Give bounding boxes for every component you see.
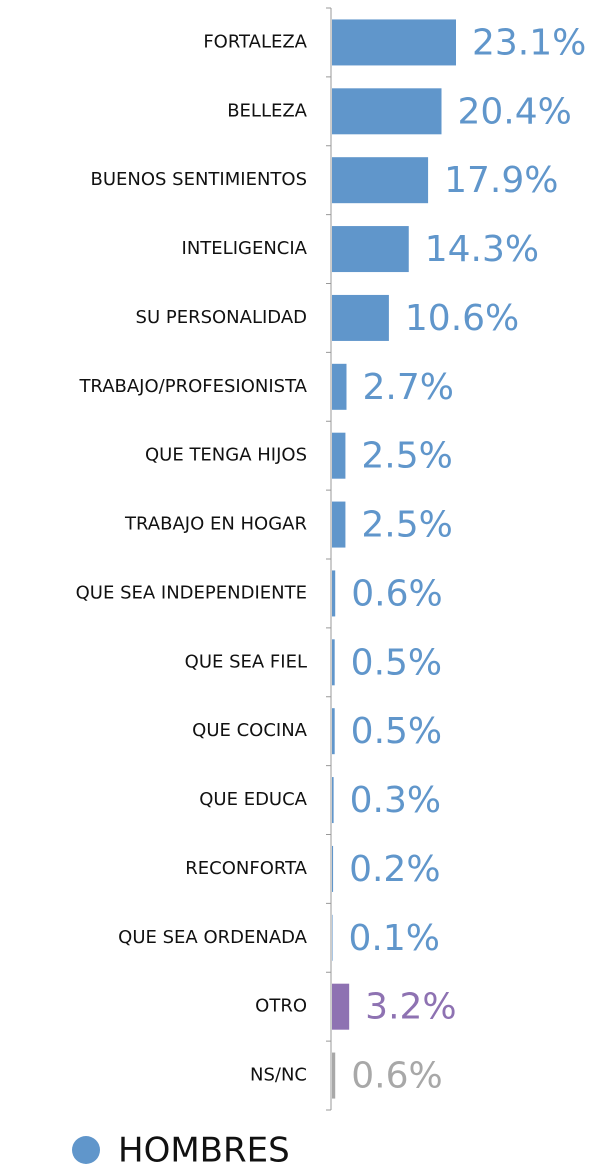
category-label: QUE SEA ORDENADA (118, 927, 308, 948)
category-label: NS/NC (250, 1065, 307, 1086)
value-label: 3.2% (365, 987, 456, 1028)
category-label: QUE EDUCA (199, 789, 307, 810)
category-label: QUE TENGA HIJOS (145, 445, 307, 466)
bar (332, 914, 333, 961)
bar (332, 570, 336, 617)
value-label: 0.5% (351, 711, 442, 752)
value-label: 17.9% (444, 160, 558, 201)
category-label: BELLEZA (227, 100, 307, 121)
bar (332, 157, 429, 204)
legend-label: HOMBRES (118, 1131, 290, 1169)
category-label: QUE SEA FIEL (185, 651, 307, 672)
value-label: 0.6% (351, 573, 442, 614)
bar (332, 294, 389, 341)
category-label: SU PERSONALIDAD (136, 307, 307, 328)
category-label: QUE SEA INDEPENDIENTE (76, 582, 307, 603)
value-label: 0.2% (349, 849, 440, 890)
value-label: 0.3% (350, 780, 441, 821)
value-label: 0.1% (349, 918, 440, 959)
bar (332, 777, 334, 824)
bar (332, 363, 347, 410)
value-label: 14.3% (425, 229, 539, 270)
bar (332, 639, 335, 686)
bar (332, 226, 409, 273)
bar (332, 983, 350, 1030)
bar (332, 845, 334, 892)
bar (332, 708, 335, 755)
category-label: QUE COCINA (192, 720, 308, 741)
bar (332, 501, 346, 548)
value-label: 23.1% (472, 22, 586, 63)
value-label: 0.5% (351, 642, 442, 683)
value-label: 2.5% (361, 505, 452, 546)
category-label: FORTALEZA (203, 31, 307, 52)
value-label: 2.7% (362, 367, 453, 408)
bar (332, 19, 456, 66)
value-label: 20.4% (458, 91, 572, 132)
bar (332, 432, 346, 479)
category-label: INTELIGENCIA (182, 238, 308, 259)
category-label: TRABAJO EN HOGAR (124, 514, 307, 535)
category-label: RECONFORTA (185, 858, 307, 879)
category-label: BUENOS SENTIMIENTOS (90, 169, 307, 190)
value-label: 0.6% (351, 1056, 442, 1097)
value-label: 2.5% (361, 436, 452, 477)
legend-marker (72, 1136, 100, 1164)
value-label: 10.6% (405, 298, 519, 339)
bar (332, 1052, 336, 1099)
bar (332, 88, 442, 135)
category-label: TRABAJO/PROFESIONISTA (78, 376, 307, 397)
category-label: OTRO (255, 996, 307, 1017)
